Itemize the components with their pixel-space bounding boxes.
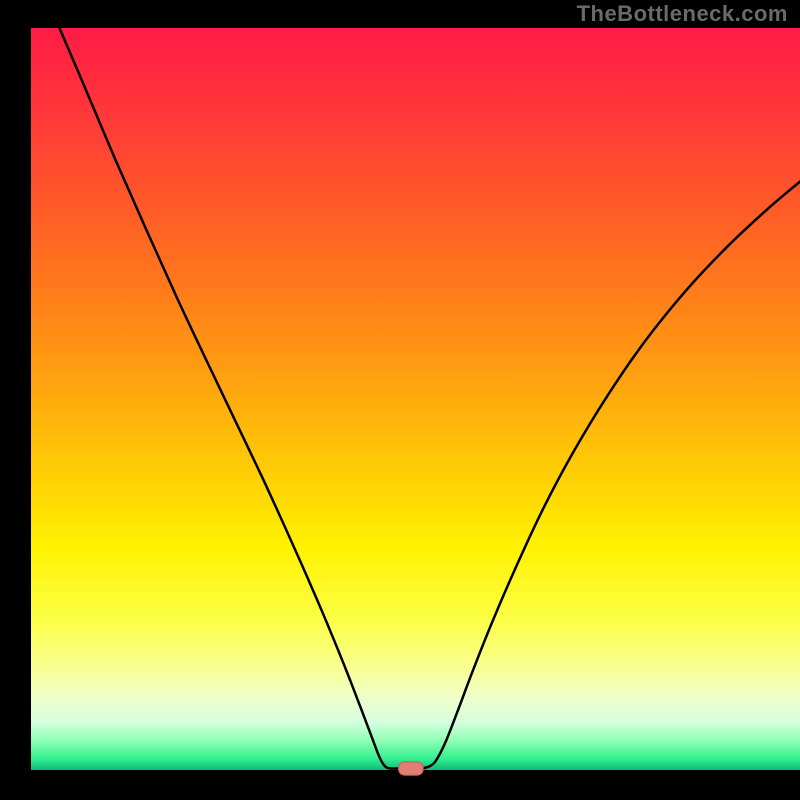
chart-container: TheBottleneck.com bbox=[0, 0, 800, 800]
optimal-marker bbox=[399, 762, 424, 775]
watermark-text: TheBottleneck.com bbox=[577, 1, 788, 27]
chart-svg bbox=[0, 0, 800, 800]
plot-background bbox=[31, 28, 800, 770]
